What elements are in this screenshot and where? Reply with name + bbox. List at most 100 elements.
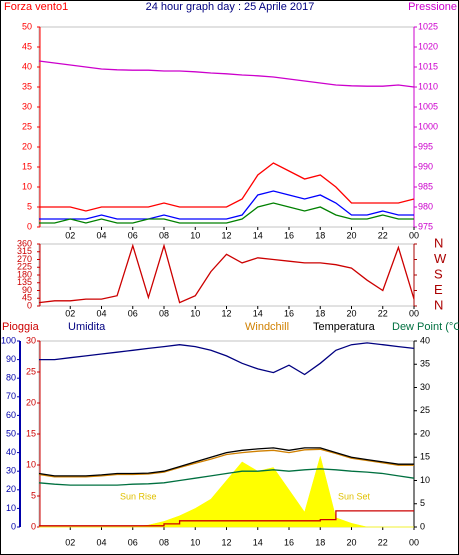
x-tick-label: 22 bbox=[378, 230, 388, 240]
y2-tick-label: 1020 bbox=[418, 41, 438, 51]
y2-tick-label: 25 bbox=[420, 405, 430, 415]
y-tick-label: 90 bbox=[6, 354, 16, 364]
y2-tick-label: 20 bbox=[420, 428, 430, 438]
x-tick-label: 12 bbox=[221, 230, 231, 240]
line bbox=[39, 342, 415, 376]
x-tick-label: 08 bbox=[159, 230, 169, 240]
y2-tick-label: 35 bbox=[420, 359, 430, 369]
y2-tick-label: 980 bbox=[418, 201, 433, 211]
x-tick-label: 10 bbox=[190, 308, 200, 318]
y2-tick-label: 40 bbox=[420, 335, 430, 345]
x-tick-label: 04 bbox=[96, 537, 106, 547]
y-tick-label: 0 bbox=[27, 300, 32, 310]
line bbox=[39, 510, 414, 527]
plot-area bbox=[38, 243, 415, 307]
y-tick-label: 40 bbox=[22, 61, 32, 71]
y2-tick-label: S bbox=[434, 266, 443, 281]
y2-tick-label: 975 bbox=[418, 221, 433, 231]
y-tick-label: 45 bbox=[22, 41, 32, 51]
x-tick-label: 18 bbox=[315, 308, 325, 318]
annotation: Sun Set bbox=[338, 491, 371, 501]
y-tick-label: 15 bbox=[22, 161, 32, 171]
y-tick-label: 20 bbox=[22, 141, 32, 151]
x-tick-label: 20 bbox=[346, 537, 356, 547]
legend-label: Dew Point (°C bbox=[392, 321, 459, 333]
y3-tick-label: 25 bbox=[26, 366, 36, 376]
y2-tick-label: N bbox=[434, 235, 443, 250]
x-tick-label: 06 bbox=[128, 230, 138, 240]
y2-tick-label: E bbox=[434, 282, 443, 297]
line bbox=[38, 468, 415, 486]
line bbox=[39, 162, 415, 212]
y2-tick-label: 990 bbox=[418, 161, 433, 171]
y-tick-label: 5 bbox=[27, 201, 32, 211]
y2-tick-label: 30 bbox=[420, 382, 430, 392]
x-tick-label: 16 bbox=[284, 308, 294, 318]
x-tick-label: 08 bbox=[159, 537, 169, 547]
y-tick-label: 270 bbox=[17, 254, 32, 264]
legend-label: Umidita bbox=[68, 321, 106, 333]
x-tick-label: 02 bbox=[65, 308, 75, 318]
y2-tick-label: 1015 bbox=[418, 61, 438, 71]
plot-area bbox=[38, 26, 415, 228]
y2-tick-label: 1000 bbox=[418, 121, 438, 131]
line bbox=[38, 448, 414, 478]
y-tick-label: 50 bbox=[22, 21, 32, 31]
y3-tick-label: 5 bbox=[31, 490, 36, 500]
x-tick-label: 02 bbox=[65, 230, 75, 240]
x-tick-label: 14 bbox=[253, 230, 263, 240]
x-tick-label: 14 bbox=[253, 308, 263, 318]
y-tick-label: 60 bbox=[6, 410, 16, 420]
y2-tick-label: 5 bbox=[420, 498, 425, 508]
y2-tick-label: 1010 bbox=[418, 81, 438, 91]
y-tick-label: 360 bbox=[17, 238, 32, 248]
x-tick-label: 02 bbox=[65, 537, 75, 547]
y-tick-label: 80 bbox=[6, 373, 16, 383]
y-tick-label: 40 bbox=[6, 447, 16, 457]
y-tick-label: 20 bbox=[6, 484, 16, 494]
x-tick-label: 00 bbox=[409, 537, 419, 547]
y3-tick-label: 30 bbox=[26, 335, 36, 345]
y-tick-label: 135 bbox=[17, 277, 32, 287]
legend-label: Temperatura bbox=[313, 321, 376, 333]
legend-label: Pioggia bbox=[2, 321, 40, 333]
line bbox=[39, 202, 414, 224]
y-tick-label: 100 bbox=[1, 335, 16, 345]
y2-tick-label: N bbox=[434, 297, 443, 312]
x-tick-label: 10 bbox=[190, 537, 200, 547]
x-tick-label: 16 bbox=[284, 230, 294, 240]
x-tick-label: 20 bbox=[346, 230, 356, 240]
x-tick-label: 14 bbox=[253, 537, 263, 547]
x-tick-label: 18 bbox=[315, 230, 325, 240]
x-tick-label: 06 bbox=[128, 308, 138, 318]
y-tick-label: 25 bbox=[22, 121, 32, 131]
x-tick-label: 12 bbox=[221, 537, 231, 547]
y3-tick-label: 10 bbox=[26, 459, 36, 469]
y2-tick-label: 1005 bbox=[418, 101, 438, 111]
y-tick-label: 10 bbox=[22, 181, 32, 191]
y-tick-label: 180 bbox=[17, 269, 32, 279]
x-tick-label: 12 bbox=[221, 308, 231, 318]
y-tick-label: 45 bbox=[22, 293, 32, 303]
y2-tick-label: 0 bbox=[420, 521, 425, 531]
x-tick-label: 20 bbox=[346, 308, 356, 318]
y-tick-label: 225 bbox=[17, 262, 32, 272]
legend-label: Pressione bbox=[408, 1, 457, 13]
x-tick-label: 04 bbox=[96, 230, 106, 240]
y3-tick-label: 20 bbox=[26, 397, 36, 407]
y2-tick-label: 1025 bbox=[418, 21, 438, 31]
chart-title: 24 hour graph day : 25 Aprile 2017 bbox=[146, 1, 315, 13]
line bbox=[39, 190, 414, 220]
y-tick-label: 50 bbox=[6, 428, 16, 438]
y-tick-label: 90 bbox=[22, 285, 32, 295]
x-tick-label: 22 bbox=[378, 308, 388, 318]
x-tick-label: 08 bbox=[159, 308, 169, 318]
y-tick-label: 30 bbox=[22, 101, 32, 111]
area bbox=[39, 455, 414, 528]
y-tick-label: 10 bbox=[6, 503, 16, 513]
y-tick-label: 0 bbox=[27, 221, 32, 231]
x-tick-label: 00 bbox=[409, 230, 419, 240]
x-tick-label: 16 bbox=[284, 537, 294, 547]
